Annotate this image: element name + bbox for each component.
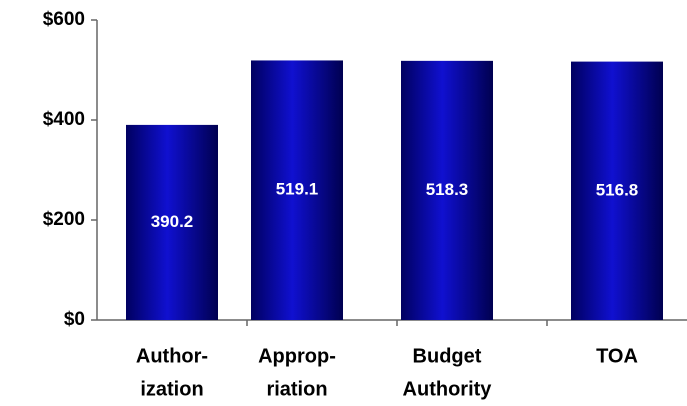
- x-tick-label: Approp-: [258, 345, 336, 367]
- x-tick-label: TOA: [596, 345, 638, 367]
- y-tick-label: $0: [64, 309, 85, 330]
- x-tick-label: ization: [140, 378, 203, 400]
- x-tick-label: Authority: [403, 378, 493, 400]
- bar: [251, 60, 343, 320]
- x-tick-label: Author-: [136, 345, 208, 367]
- bar: [571, 61, 663, 320]
- value-label: 516.8: [596, 180, 639, 199]
- y-tick-label: $600: [43, 9, 85, 30]
- x-tick-label: Budget: [413, 345, 482, 367]
- bar: [401, 60, 493, 320]
- value-label: 518.3: [426, 180, 469, 199]
- x-tick-label: riation: [266, 378, 327, 400]
- bar: [126, 124, 218, 321]
- y-tick-label: $400: [43, 109, 85, 130]
- y-tick-label: $200: [43, 209, 85, 230]
- value-label: 390.2: [151, 212, 194, 231]
- value-label: 519.1: [276, 180, 319, 199]
